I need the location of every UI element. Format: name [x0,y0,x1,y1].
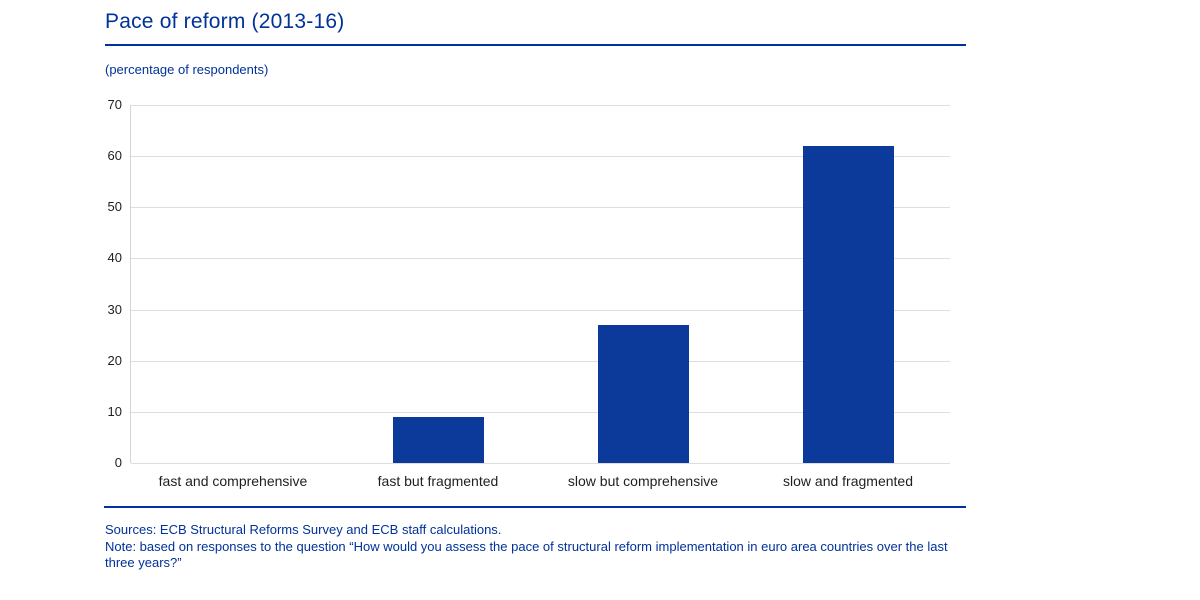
chart-subtitle: (percentage of respondents) [105,62,269,77]
sources-line: Sources: ECB Structural Reforms Survey a… [105,522,502,537]
gridline-50 [131,207,950,209]
title-rule [105,44,966,46]
chart-title: Pace of reform (2013-16) [105,10,345,33]
ytick-label-50: 50 [107,199,122,215]
gridline-60 [131,156,950,158]
footer-rule [104,506,966,508]
bar-fast-but-fragmented [393,416,484,463]
gridline-70 [131,105,950,106]
xtick-label-fast-but-fragmented: fast but fragmented [377,473,499,489]
ytick-label-0: 0 [114,455,122,470]
ytick-label-40: 40 [107,250,122,266]
gridline-10 [131,411,950,413]
xtick-label-slow-but-comprehensive: slow but comprehensive [567,473,719,489]
xtick-label-fast-and-comprehensive: fast and comprehensive [158,473,308,489]
ytick-label-60: 60 [107,148,122,164]
gridline-30 [131,309,950,311]
ytick-label-70: 70 [107,97,122,112]
ytick-label-10: 10 [107,403,122,419]
gridline-40 [131,258,950,260]
ytick-label-30: 30 [107,301,122,317]
bar-slow-and-fragmented [803,145,894,463]
xtick-label-slow-and-fragmented: slow and fragmented [783,473,913,489]
note-line: Note: based on responses to the question… [105,539,948,570]
ytick-label-20: 20 [107,352,122,368]
gridline-0 [131,463,950,464]
gridline-20 [131,360,950,362]
bar-slow-but-comprehensive [598,324,689,463]
plot-area [130,105,950,464]
